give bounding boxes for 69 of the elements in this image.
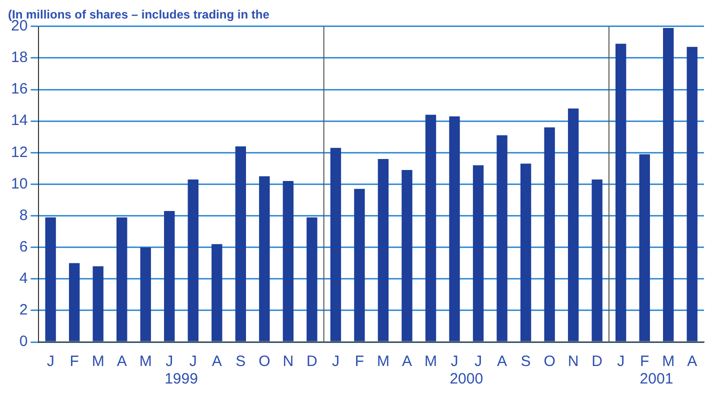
- text: 1999: [164, 370, 198, 388]
- bar: [378, 158, 389, 342]
- y-tick-label: 4: [19, 270, 28, 288]
- y-tick-label: 12: [10, 144, 28, 161]
- x-tick-label: A: [212, 353, 222, 370]
- x-tick-label: J: [332, 353, 340, 370]
- bar: [592, 179, 602, 342]
- x-tick-label: J: [189, 353, 197, 370]
- x-tick-label: M: [92, 353, 104, 370]
- bar: [116, 217, 128, 342]
- bar: [449, 116, 460, 342]
- bar: [330, 148, 342, 342]
- bar: [663, 28, 674, 342]
- bar: [544, 127, 555, 342]
- x-tick-label: F: [354, 353, 364, 370]
- x-tick-label: N: [568, 353, 579, 370]
- y-tick-label: 8: [19, 206, 28, 224]
- x-tick-label: N: [282, 353, 294, 370]
- x-tick-label: F: [640, 353, 650, 370]
- x-tick-label: A: [497, 353, 508, 370]
- y-tick-label: 10: [10, 175, 28, 192]
- bar: [425, 114, 436, 342]
- x-tick-label: O: [258, 353, 270, 370]
- text: 2001: [640, 370, 674, 388]
- bar: [306, 217, 318, 342]
- x-tick-label: M: [662, 353, 675, 370]
- bar: [568, 108, 579, 342]
- text: 2000: [450, 370, 484, 388]
- bar: [282, 181, 294, 342]
- x-tick-label: D: [592, 353, 603, 370]
- y-tick-label: 14: [10, 112, 28, 130]
- x-tick-label: J: [617, 353, 625, 370]
- y-tick-label: 6: [19, 238, 28, 256]
- y-tick-label: 2: [19, 302, 28, 319]
- bar: [686, 46, 698, 342]
- bar: [92, 266, 104, 342]
- x-tick-label: M: [424, 353, 437, 370]
- bar: [45, 217, 56, 342]
- y-tick-label: 16: [10, 80, 28, 98]
- bar: [472, 165, 484, 342]
- x-tick-label: J: [166, 353, 174, 370]
- x-tick-label: J: [46, 353, 54, 370]
- x-tick-label: F: [70, 353, 79, 370]
- bar: [639, 154, 650, 342]
- bar: [354, 188, 365, 342]
- bar: [496, 135, 508, 342]
- x-tick-label: M: [376, 353, 390, 370]
- x-tick-label: A: [687, 353, 698, 370]
- bar: [402, 170, 412, 342]
- y-tick-label: 0: [19, 333, 28, 350]
- x-tick-label: O: [544, 353, 556, 370]
- x-tick-label: S: [236, 353, 246, 370]
- x-tick-label: J: [450, 353, 458, 370]
- x-tick-label: S: [520, 353, 531, 370]
- y-tick-label: 18: [10, 49, 28, 66]
- x-tick-label: A: [402, 353, 412, 370]
- bar: [235, 146, 246, 342]
- bar: [188, 179, 198, 342]
- bar: [68, 263, 80, 342]
- bar: [212, 244, 222, 342]
- x-tick-label: J: [474, 353, 482, 370]
- bar: [615, 44, 626, 342]
- bar: [140, 247, 151, 342]
- bar: [259, 176, 270, 342]
- bar: [164, 211, 175, 342]
- x-tick-label: M: [139, 353, 152, 370]
- x-tick-label: D: [306, 353, 318, 370]
- x-tick-label: A: [116, 353, 127, 370]
- bar: [520, 164, 532, 342]
